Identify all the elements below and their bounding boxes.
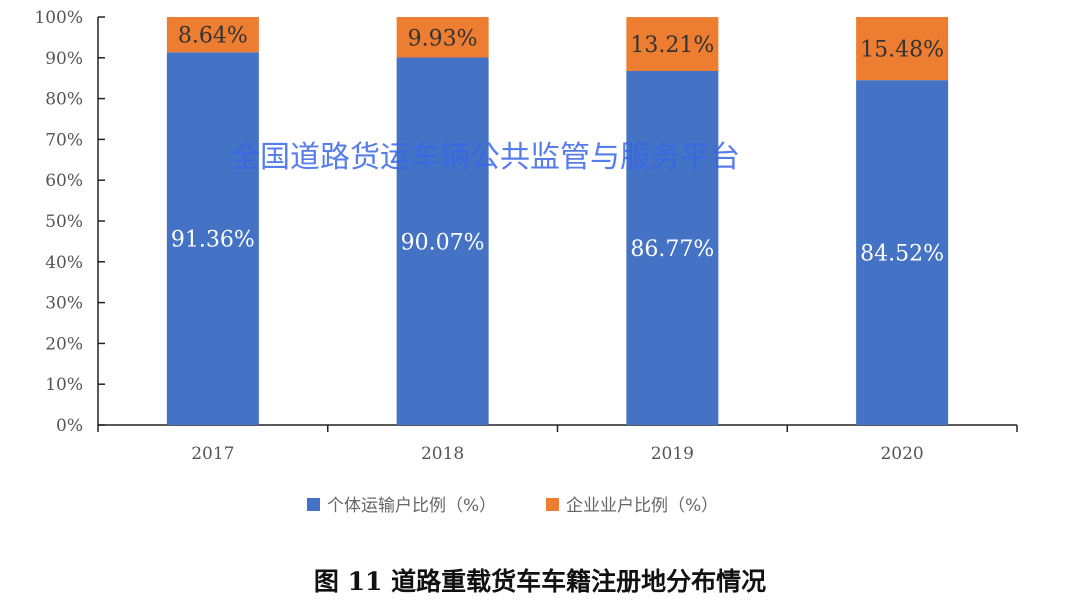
data-label: 15.48% xyxy=(860,38,944,63)
y-tick-label: 50% xyxy=(45,212,83,232)
watermark: 全国道路货运车辆公共监管与服务平台 xyxy=(230,140,740,175)
y-tick-label: 90% xyxy=(45,49,83,69)
y-tick-label: 30% xyxy=(45,294,83,314)
x-tick-label: 2018 xyxy=(421,444,464,464)
bar-individual xyxy=(396,57,489,425)
bar-enterprise xyxy=(626,17,719,71)
y-tick-label: 60% xyxy=(45,171,83,191)
y-tick-label: 80% xyxy=(45,90,83,110)
data-label: 84.52% xyxy=(860,242,944,267)
x-tick-label: 2017 xyxy=(191,444,234,464)
y-tick-label: 10% xyxy=(45,375,83,395)
legend-label: 企业业户比例（%） xyxy=(566,496,718,516)
legend-swatch xyxy=(546,498,559,511)
data-label: 9.93% xyxy=(408,26,478,51)
bar-enterprise xyxy=(856,17,949,81)
x-tick-label: 2020 xyxy=(880,444,923,464)
data-label: 13.21% xyxy=(630,33,714,58)
bar-individual xyxy=(856,80,949,426)
chart-caption: 图 11 道路重载货车车籍注册地分布情况 xyxy=(313,567,767,596)
data-label: 86.77% xyxy=(630,237,714,262)
bar-enterprise xyxy=(396,17,489,58)
data-label: 8.64% xyxy=(178,24,248,49)
data-label: 90.07% xyxy=(401,230,485,255)
bar-individual xyxy=(166,52,259,426)
y-tick-label: 20% xyxy=(45,334,83,354)
y-tick-label: 0% xyxy=(56,416,83,436)
legend-swatch xyxy=(307,498,320,511)
data-label: 91.36% xyxy=(171,228,255,253)
x-tick-label: 2019 xyxy=(651,444,694,464)
bar-enterprise xyxy=(166,17,259,53)
bar-individual xyxy=(626,70,719,426)
legend-label: 个体运输户比例（%） xyxy=(327,496,496,516)
y-tick-label: 40% xyxy=(45,253,83,273)
y-tick-label: 100% xyxy=(34,8,83,28)
y-tick-label: 70% xyxy=(45,130,83,150)
